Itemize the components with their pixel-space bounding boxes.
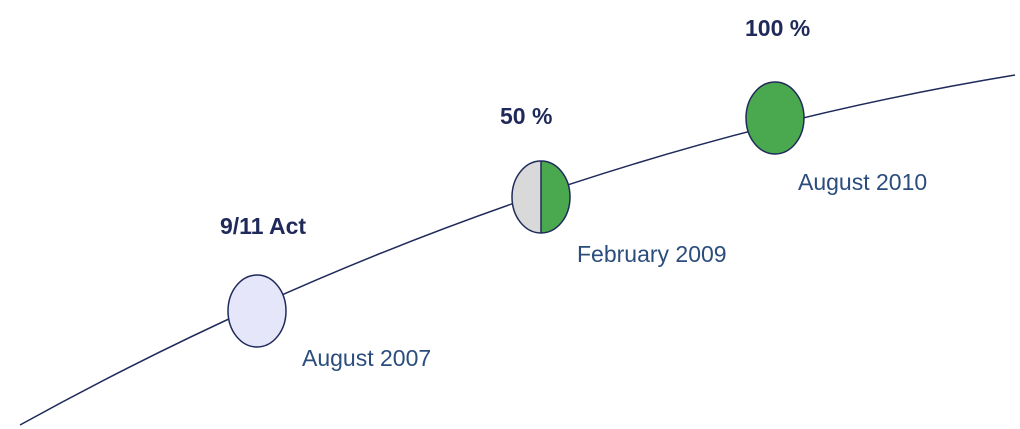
milestone-label: 100 % <box>745 15 810 41</box>
milestone-label: 50 % <box>500 103 552 129</box>
milestone-date: August 2010 <box>798 169 927 195</box>
milestone-date: February 2009 <box>577 241 727 267</box>
milestone-label: 9/11 Act <box>220 213 306 239</box>
milestone-marker <box>511 160 571 234</box>
marker-half-gray <box>512 161 541 233</box>
marker-half-green <box>541 161 570 233</box>
milestone-marker <box>745 81 805 155</box>
milestone-marker <box>227 274 287 348</box>
timeline-curve <box>19 74 1016 426</box>
milestone-date: August 2007 <box>302 345 431 371</box>
